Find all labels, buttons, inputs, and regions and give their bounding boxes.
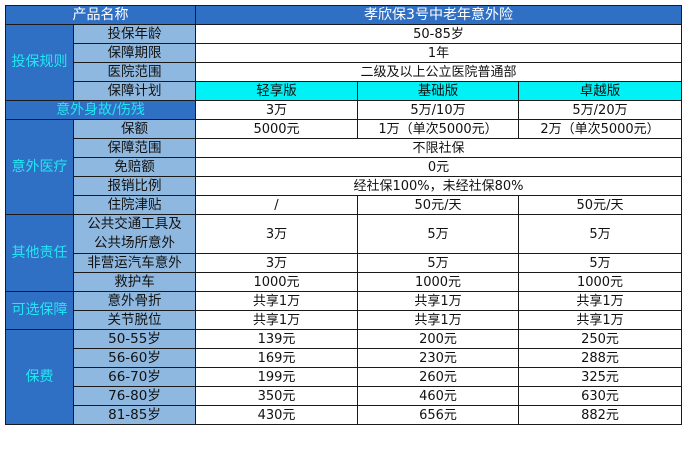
category-death-disability: 意外身故/伤残 (5, 100, 196, 120)
table-row: 关节脱位 共享1万 共享1万 共享1万 (6, 310, 683, 330)
row-label: 投保年龄 (73, 24, 196, 44)
table-row: 意外医疗 保额 5000元 1万（单次5000元） 2万（单次5000元） (5, 119, 683, 215)
row-label-line1: 公共交通工具及 (87, 216, 182, 232)
table-row: 报销比例 经社保100%，未经社保80% (6, 176, 683, 196)
table-row: 保障期限 1年 (6, 43, 683, 63)
product-name: 孝欣保3号中老年意外险 (194, 5, 683, 25)
table-row: 投保规则 投保年龄 50-85岁 (5, 24, 683, 101)
row-label: 66-70岁 (73, 367, 196, 387)
row-label: 公共交通工具及 公共场所意外 (73, 214, 196, 254)
table-row: 81-85岁 430元 656元 882元 (6, 405, 683, 425)
cell-value: 3万 (195, 214, 358, 254)
cell-value: 1000元 (357, 272, 519, 292)
cell-value: 共享1万 (357, 291, 519, 311)
row-label: 76-80岁 (73, 386, 196, 406)
cell-value: 1年 (194, 43, 683, 63)
table-row: 免赔额 0元 (6, 157, 683, 177)
category-accident-medical: 意外医疗 (5, 119, 74, 215)
table-row: 可选保障 意外骨折 共享1万 共享1万 共享1万 (5, 291, 683, 330)
cell-value: 250元 (517, 329, 683, 349)
cell-value: 5万 (517, 253, 683, 273)
cell-value: 0元 (194, 157, 683, 177)
cell-value: 882元 (517, 405, 683, 425)
category-optional: 可选保障 (5, 291, 74, 330)
cell-value: 3万 (195, 100, 358, 120)
cell-value: 199元 (195, 367, 358, 387)
header-row: 产品名称 孝欣保3号中老年意外险 (5, 5, 683, 25)
cell-value: 共享1万 (517, 291, 683, 311)
table-row: 66-70岁 199元 260元 325元 (6, 367, 683, 387)
row-label: 81-85岁 (73, 405, 196, 425)
cell-value: 5万/10万 (357, 100, 519, 120)
cell-value: 共享1万 (517, 310, 683, 330)
table-row: 保障范围 不限社保 (6, 138, 683, 158)
cell-value: 139元 (195, 329, 358, 349)
cell-value: 430元 (195, 405, 358, 425)
row-label: 报销比例 (73, 176, 196, 196)
row-label: 住院津贴 (73, 195, 196, 215)
cell-value: 50-85岁 (194, 24, 683, 44)
row-label: 50-55岁 (73, 329, 196, 349)
row-label: 医院范围 (73, 62, 196, 82)
table-row: 医院范围 二级及以上公立医院普通部 (6, 62, 683, 82)
cell-value: 共享1万 (195, 310, 358, 330)
cell-value: 2万（单次5000元） (517, 119, 683, 139)
table-row: 住院津贴 / 50元/天 50元/天 (6, 195, 683, 215)
cell-value: 1000元 (517, 272, 683, 292)
cell-value: 656元 (357, 405, 519, 425)
cell-value: 共享1万 (195, 291, 358, 311)
product-name-label: 产品名称 (5, 5, 196, 25)
table-row: 意外身故/伤残 3万 5万/10万 5万/20万 (5, 100, 683, 120)
cell-value: 260元 (357, 367, 519, 387)
row-label: 关节脱位 (73, 310, 196, 330)
cell-value: 二级及以上公立医院普通部 (194, 62, 683, 82)
plan-premium: 卓越版 (517, 81, 683, 101)
cell-value: 5万 (517, 214, 683, 254)
row-label: 意外骨折 (73, 291, 196, 311)
plan-basic: 基础版 (357, 81, 519, 101)
row-label: 救护车 (73, 272, 196, 292)
row-label: 56-60岁 (73, 348, 196, 368)
plan-row: 保障计划 轻享版 基础版 卓越版 (6, 81, 683, 101)
row-label: 非营运汽车意外 (73, 253, 196, 273)
cell-value: 5万 (357, 253, 519, 273)
cell-value: 不限社保 (194, 138, 683, 158)
cell-value: 460元 (357, 386, 519, 406)
category-premium: 保费 (5, 329, 74, 425)
plan-light: 轻享版 (195, 81, 358, 101)
row-label: 免赔额 (73, 157, 196, 177)
table-row: 56-60岁 169元 230元 288元 (6, 348, 683, 368)
category-rules: 投保规则 (5, 24, 74, 101)
cell-value: 1万（单次5000元） (357, 119, 519, 139)
table-row: 救护车 1000元 1000元 1000元 (6, 272, 683, 292)
category-other: 其他责任 (5, 214, 74, 292)
cell-value: 经社保100%，未经社保80% (194, 176, 683, 196)
cell-value: / (195, 195, 358, 215)
table-row: 保费 50-55岁 139元 200元 250元 (5, 329, 683, 425)
cell-value: 5万 (357, 214, 519, 254)
table-row: 76-80岁 350元 460元 630元 (6, 386, 683, 406)
table-row: 非营运汽车意外 3万 5万 5万 (6, 253, 683, 273)
cell-value: 5000元 (195, 119, 358, 139)
cell-value: 1000元 (195, 272, 358, 292)
table-row: 其他责任 公共交通工具及 公共场所意外 3万 5万 5万 (5, 214, 683, 292)
row-label: 保障期限 (73, 43, 196, 63)
cell-value: 50元/天 (357, 195, 519, 215)
row-label: 保障范围 (73, 138, 196, 158)
cell-value: 630元 (517, 386, 683, 406)
cell-value: 50元/天 (517, 195, 683, 215)
cell-value: 共享1万 (357, 310, 519, 330)
cell-value: 325元 (517, 367, 683, 387)
row-label: 保障计划 (73, 81, 196, 101)
row-label-line2: 公共场所意外 (94, 235, 175, 251)
cell-value: 3万 (195, 253, 358, 273)
cell-value: 200元 (357, 329, 519, 349)
insurance-comparison-table: 产品名称 孝欣保3号中老年意外险 投保规则 投保年龄 50-85岁 保障期限 1… (5, 5, 683, 425)
cell-value: 230元 (357, 348, 519, 368)
row-label: 保额 (73, 119, 196, 139)
cell-value: 288元 (517, 348, 683, 368)
cell-value: 5万/20万 (517, 100, 683, 120)
cell-value: 169元 (195, 348, 358, 368)
cell-value: 350元 (195, 386, 358, 406)
